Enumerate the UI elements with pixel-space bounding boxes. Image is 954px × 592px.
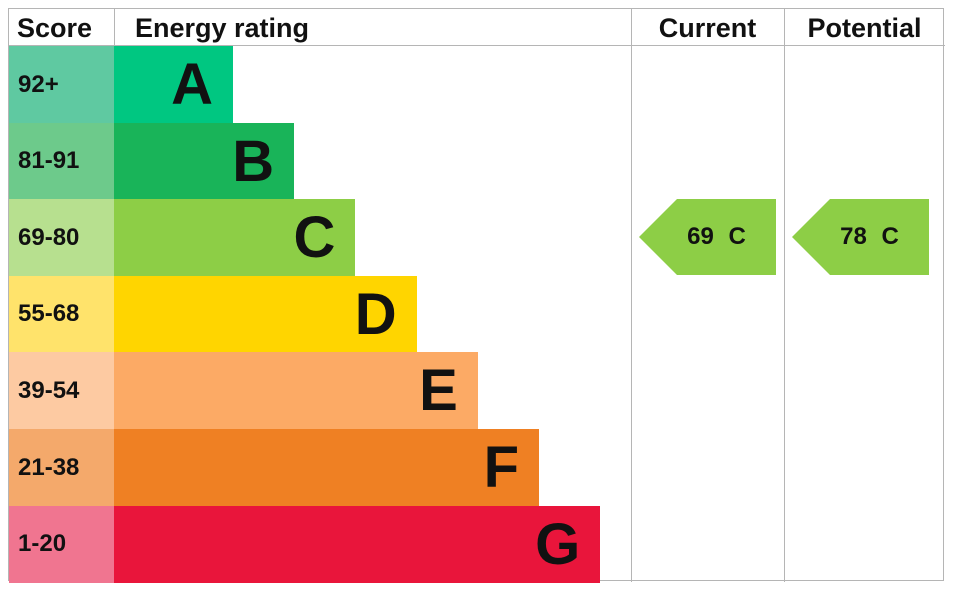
column-divider [784,8,785,582]
score-range-g: 1-20 [9,505,114,583]
current-rating-label: 69 C [687,223,746,251]
header-divider [8,45,945,46]
rating-bar-a: A [114,46,233,123]
rating-bar-e: E [114,352,478,430]
potential-arrow-shape [792,199,929,276]
header-current: Current [658,13,757,43]
score-range-f: 21-38 [9,429,114,506]
header-energy-rating: Energy rating [135,13,310,43]
rating-bar-g: G [114,505,601,583]
rating-bar-d: D [114,275,417,353]
score-range-d: 55-68 [9,275,114,353]
header-score: Score [17,13,93,43]
column-divider [631,8,632,582]
score-range-e: 39-54 [9,352,114,430]
rating-bar-c: C [114,199,356,277]
score-range-c: 69-80 [9,199,114,277]
score-range-a: 92+ [9,46,114,123]
rating-bar-b: B [114,122,295,200]
potential-rating-label: 78 C [840,223,899,251]
current-arrow-shape [639,199,776,276]
rating-bar-f: F [114,429,539,506]
potential-rating-arrow: 78 C [792,199,929,276]
header-potential: Potential [807,13,922,43]
current-rating-arrow: 69 C [639,199,776,276]
score-range-b: 81-91 [9,122,114,200]
